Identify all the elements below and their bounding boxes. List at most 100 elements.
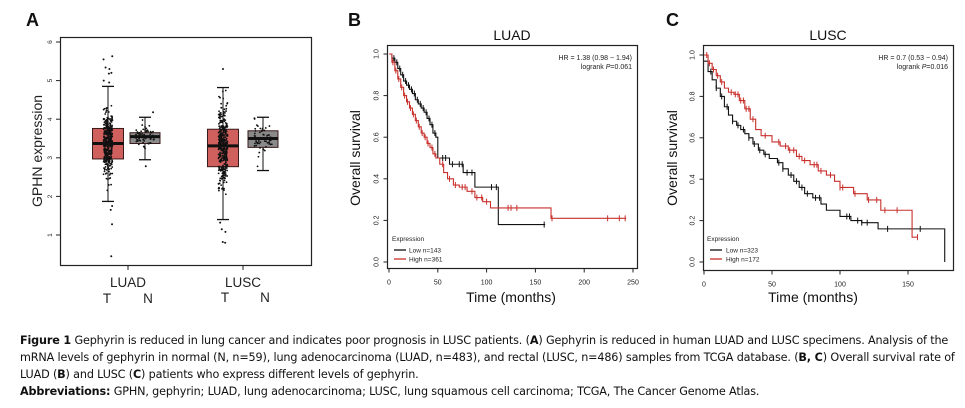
data-point bbox=[108, 128, 111, 131]
data-point bbox=[222, 170, 225, 173]
data-point bbox=[226, 134, 229, 137]
data-point bbox=[217, 131, 220, 134]
data-point bbox=[255, 141, 258, 143]
chart-title: LUAD bbox=[493, 27, 530, 43]
data-point bbox=[220, 166, 223, 169]
y-tick-label: 0.2 bbox=[374, 215, 381, 225]
data-point bbox=[109, 145, 112, 148]
data-point bbox=[222, 168, 225, 171]
data-point bbox=[110, 127, 113, 130]
data-point bbox=[217, 169, 220, 172]
data-point bbox=[103, 132, 106, 135]
data-point bbox=[107, 146, 109, 149]
data-point bbox=[106, 132, 108, 135]
data-point bbox=[220, 129, 223, 132]
data-point bbox=[223, 189, 225, 192]
survival-line bbox=[389, 53, 546, 226]
data-point bbox=[220, 184, 223, 187]
legend: Expression Low n=323 High n=172 bbox=[707, 236, 760, 264]
data-point bbox=[111, 124, 113, 127]
data-point bbox=[108, 174, 111, 176]
data-point bbox=[111, 172, 114, 175]
panel-a-boxplot: 1 2 3 4 5 6 GPHN expression LUAD LUSC T N T N bbox=[29, 36, 313, 306]
data-point bbox=[265, 140, 267, 143]
x-tick-label: 150 bbox=[902, 282, 914, 289]
data-point bbox=[104, 127, 107, 130]
x-tick-label: 0 bbox=[387, 280, 391, 287]
legend-label-high: High n=172 bbox=[726, 257, 760, 264]
y-axis-label: Overall survival bbox=[664, 110, 680, 206]
x-tick-label: 0 bbox=[702, 282, 706, 289]
data-point bbox=[256, 125, 259, 127]
outlier-point bbox=[111, 223, 114, 226]
data-point bbox=[141, 119, 144, 121]
data-point bbox=[265, 146, 267, 148]
data-point bbox=[104, 159, 107, 162]
outlier-point bbox=[110, 71, 113, 74]
survival-line bbox=[389, 53, 627, 219]
data-point bbox=[254, 142, 256, 145]
data-point bbox=[109, 123, 112, 126]
data-point bbox=[105, 131, 107, 133]
data-point bbox=[139, 133, 142, 135]
data-point bbox=[220, 106, 223, 109]
data-point bbox=[222, 172, 225, 175]
data-point bbox=[223, 179, 226, 182]
y-tick-label: 0.4 bbox=[690, 174, 697, 184]
data-point bbox=[221, 152, 223, 155]
outlier-point bbox=[152, 111, 155, 114]
data-point bbox=[105, 163, 108, 165]
data-point bbox=[258, 151, 261, 154]
data-point bbox=[224, 193, 227, 196]
data-point bbox=[111, 166, 114, 168]
data-point bbox=[225, 138, 227, 141]
data-point bbox=[218, 167, 221, 169]
data-point bbox=[220, 132, 223, 135]
x-tick-label-lusc: LUSC bbox=[225, 275, 261, 290]
data-point bbox=[222, 136, 225, 139]
hazard-ratio-text: HR = 0.7 (0.53 − 0.94) bbox=[878, 55, 948, 62]
data-point bbox=[144, 147, 146, 150]
data-point bbox=[218, 116, 220, 119]
data-point bbox=[224, 131, 227, 134]
data-point bbox=[221, 187, 224, 190]
data-point bbox=[253, 132, 256, 135]
x-tick-label: 100 bbox=[481, 280, 493, 287]
data-point bbox=[225, 125, 227, 128]
outlier-point bbox=[111, 55, 114, 58]
data-point bbox=[225, 110, 227, 112]
data-point bbox=[109, 164, 112, 167]
data-point bbox=[108, 155, 111, 158]
data-point bbox=[222, 113, 225, 116]
data-point bbox=[103, 167, 105, 169]
plot-frame bbox=[59, 36, 313, 267]
data-point bbox=[109, 126, 112, 128]
data-point bbox=[108, 177, 111, 180]
legend-label-high: High n=361 bbox=[409, 257, 443, 264]
data-point bbox=[105, 133, 108, 136]
data-point bbox=[105, 168, 108, 171]
data-point bbox=[225, 154, 228, 156]
data-point bbox=[262, 148, 265, 151]
data-point bbox=[224, 170, 227, 172]
data-point bbox=[109, 131, 112, 134]
data-point bbox=[108, 170, 110, 173]
legend: Expression Low n=143 High n=361 bbox=[392, 236, 443, 264]
data-point bbox=[144, 125, 146, 128]
data-point bbox=[225, 181, 228, 184]
x-axis-label: Time (months) bbox=[768, 289, 858, 305]
data-point bbox=[269, 143, 272, 146]
panel-label-a: A bbox=[26, 10, 39, 30]
data-point bbox=[105, 109, 108, 112]
data-point bbox=[223, 156, 226, 158]
y-tick-label: 3 bbox=[47, 156, 54, 160]
data-point bbox=[103, 158, 106, 161]
data-point bbox=[104, 119, 107, 122]
data-point bbox=[266, 134, 269, 137]
data-point bbox=[104, 163, 107, 166]
data-point bbox=[142, 138, 145, 141]
boxes bbox=[92, 55, 279, 258]
data-point bbox=[219, 179, 222, 182]
data-point bbox=[224, 163, 226, 165]
data-point bbox=[222, 125, 225, 128]
